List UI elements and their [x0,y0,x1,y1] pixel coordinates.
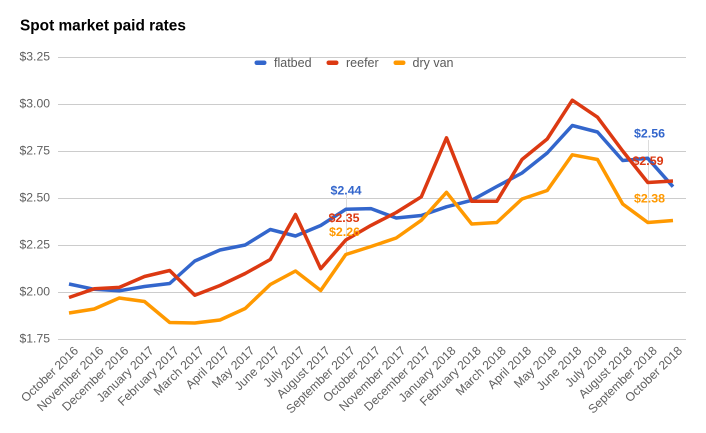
svg-text:dry van: dry van [413,56,454,70]
svg-text:$2.00: $2.00 [20,284,51,298]
svg-text:$1.75: $1.75 [20,331,51,345]
svg-text:$2.38: $2.38 [634,192,665,206]
svg-text:Spot market paid rates: Spot market paid rates [20,18,186,35]
svg-text:$3.00: $3.00 [20,96,51,110]
svg-text:flatbed: flatbed [274,56,312,70]
svg-text:$2.59: $2.59 [632,154,663,168]
svg-text:$2.35: $2.35 [328,211,359,225]
svg-text:$2.25: $2.25 [20,237,51,251]
svg-text:$2.75: $2.75 [20,143,51,157]
svg-text:$2.50: $2.50 [20,190,51,204]
svg-text:$3.25: $3.25 [20,49,51,63]
svg-text:reefer: reefer [346,56,379,70]
svg-text:$2.56: $2.56 [634,127,665,141]
svg-text:$2.44: $2.44 [330,184,361,198]
svg-text:$2.26: $2.26 [329,225,360,239]
